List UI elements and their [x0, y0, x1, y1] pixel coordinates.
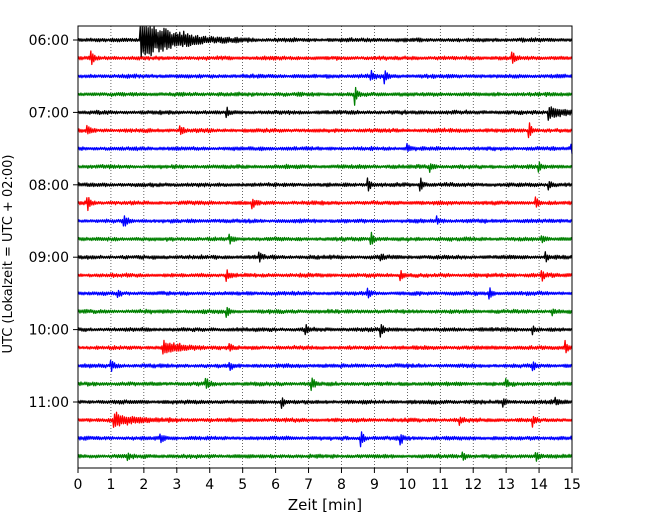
y-axis-ticks: 06:00 07:00 08:00 09:00 10:00 11:00 — [29, 33, 78, 411]
x-tick-label: 11 — [431, 477, 449, 493]
y-tick-label: 06:00 — [29, 33, 69, 49]
x-tick-label: 2 — [139, 477, 148, 493]
plot-frame — [77, 25, 573, 469]
trace-line — [77, 50, 573, 66]
trace-line — [77, 251, 573, 263]
y-axis-label: UTC (Lokalzeit = UTC + 02:00) — [1, 155, 16, 354]
trace-line — [77, 177, 573, 192]
trace-line — [77, 86, 573, 106]
x-tick-label: 3 — [172, 477, 181, 493]
trace-line — [77, 339, 573, 355]
y-tick-label: 11:00 — [29, 395, 69, 411]
x-tick-label: 4 — [205, 477, 214, 493]
trace-line — [77, 287, 573, 300]
trace-line — [77, 196, 573, 212]
trace-line — [77, 324, 573, 338]
x-tick-label: 13 — [497, 477, 515, 493]
trace-line — [77, 69, 573, 85]
trace-line — [77, 106, 573, 121]
x-tick-label: 1 — [106, 477, 115, 493]
trace-line — [77, 161, 573, 173]
trace-line — [77, 411, 573, 428]
x-axis-ticks: 0 1 2 3 4 5 6 7 8 9 10 11 12 13 14 15 — [74, 468, 581, 493]
y-tick-label: 08:00 — [29, 178, 69, 194]
trace-line — [77, 306, 573, 318]
x-tick-label: 12 — [464, 477, 482, 493]
trace-line — [77, 451, 573, 462]
trace-line — [77, 359, 573, 372]
trace-line — [77, 431, 573, 448]
x-tick-label: 6 — [271, 477, 280, 493]
trace-line — [77, 122, 573, 139]
x-axis-label: Zeit [min] — [288, 496, 362, 514]
x-tick-label: 8 — [337, 477, 346, 493]
x-tick-label: 5 — [238, 477, 247, 493]
x-tick-label: 15 — [563, 477, 581, 493]
y-tick-label: 07:00 — [29, 105, 69, 121]
y-tick-label: 09:00 — [29, 250, 69, 266]
trace-line — [77, 269, 573, 283]
x-tick-label: 7 — [304, 477, 313, 493]
trace-lines — [77, 26, 573, 462]
x-tick-label: 14 — [530, 477, 548, 493]
trace-line — [77, 215, 573, 227]
trace-line — [77, 142, 573, 154]
trace-line — [77, 396, 573, 409]
trace-line — [77, 377, 573, 392]
y-tick-label: 10:00 — [29, 323, 69, 339]
trace-line — [77, 26, 573, 58]
trace-line — [77, 231, 573, 246]
x-tick-label: 0 — [74, 477, 83, 493]
x-tick-label: 9 — [370, 477, 379, 493]
x-tick-label: 10 — [398, 477, 416, 493]
